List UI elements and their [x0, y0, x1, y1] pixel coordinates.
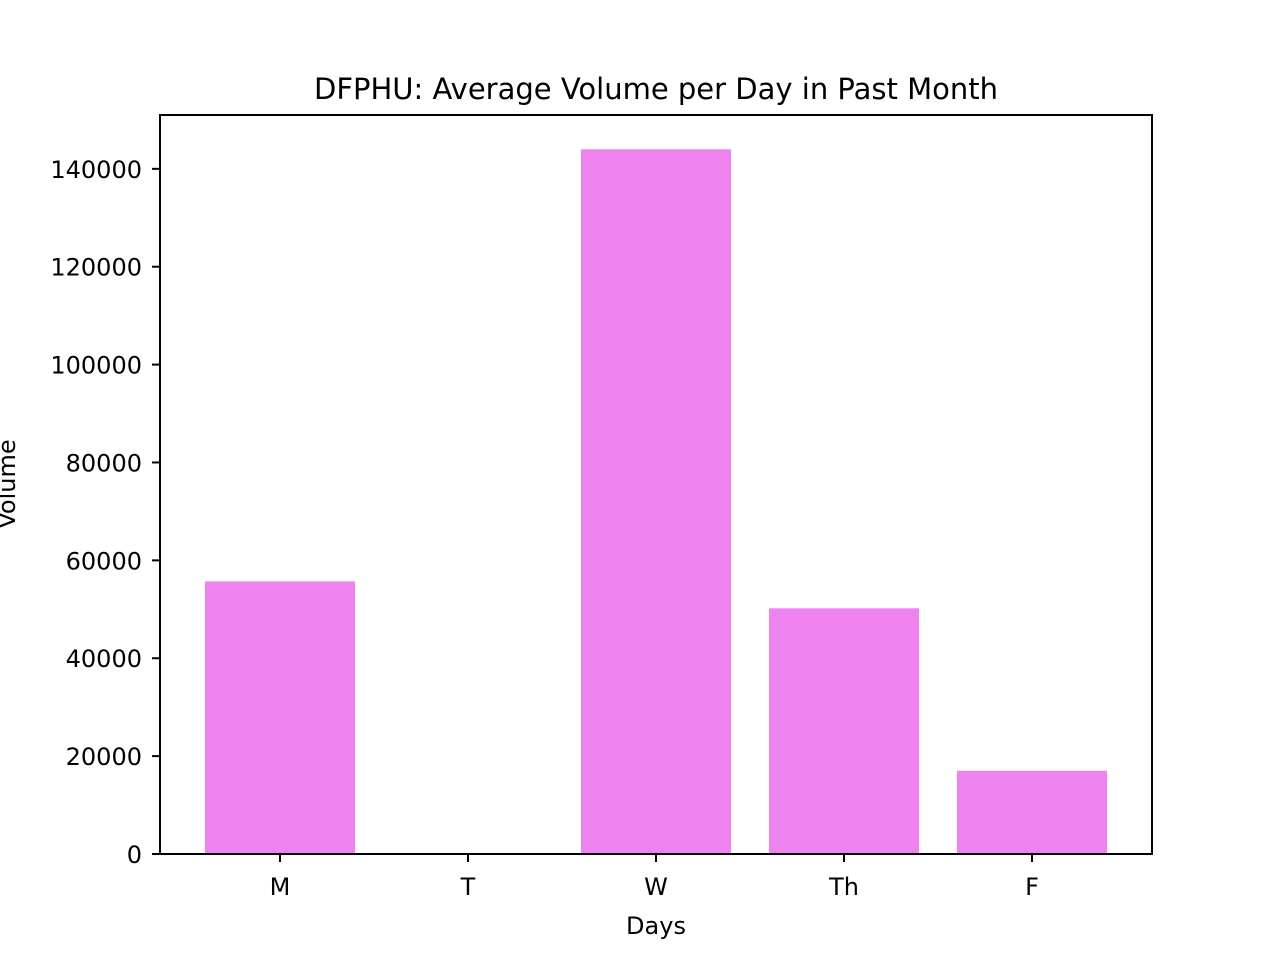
y-axis-ticks: 0 20000 40000 60000 80000 100000 120000 140000 — [50, 156, 160, 869]
y-tick-label: 120000 — [50, 254, 142, 282]
x-axis-ticks: M T W Th F — [270, 854, 1039, 901]
y-tick-label: 100000 — [50, 352, 142, 380]
bar-w — [581, 149, 731, 854]
x-tick-label: Th — [828, 873, 859, 901]
y-tick-label: 40000 — [66, 645, 142, 673]
y-tick-label: 140000 — [50, 156, 142, 184]
bars-layer — [205, 149, 1107, 854]
bar-f — [957, 770, 1107, 854]
x-tick-label: M — [270, 873, 291, 901]
x-axis-label: Days — [626, 912, 686, 940]
x-tick-label: W — [644, 873, 668, 901]
plot-area-frame — [159, 114, 1153, 855]
y-tick-label: 20000 — [66, 743, 142, 771]
y-axis-label: Volume — [0, 439, 21, 528]
bar-m — [205, 581, 355, 854]
x-tick-label: T — [460, 873, 476, 901]
bar-th — [769, 608, 919, 854]
x-tick-label: F — [1025, 873, 1039, 901]
y-tick-label: 80000 — [66, 449, 142, 477]
chart-title: DFPHU: Average Volume per Day in Past Mo… — [314, 72, 998, 106]
y-tick-label: 0 — [127, 841, 142, 869]
y-tick-label: 60000 — [66, 547, 142, 575]
